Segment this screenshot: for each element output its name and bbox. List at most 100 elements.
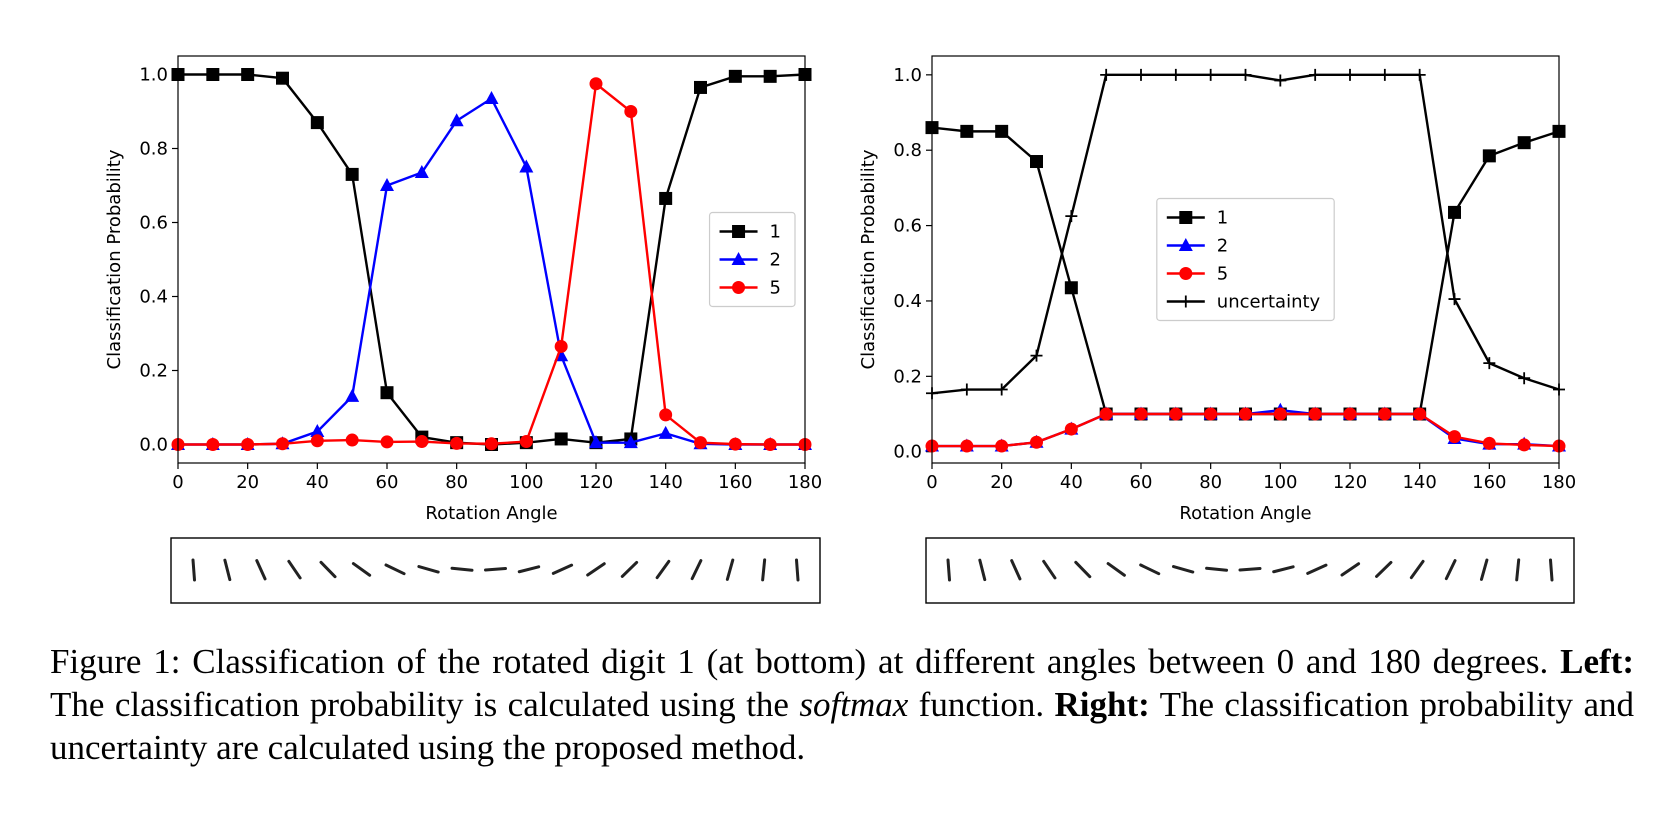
- x-tick-label: 40: [306, 472, 329, 493]
- digit-stroke: [1306, 563, 1328, 575]
- marker: [589, 435, 603, 449]
- legend: 1 2 5 uncertainty: [1156, 197, 1335, 322]
- digit-stroke: [1139, 563, 1161, 576]
- caption-label: Figure 1:: [50, 642, 181, 681]
- marker: [1169, 407, 1183, 421]
- y-tick-label: 0.0: [139, 435, 168, 456]
- caption-left-text: The classification probability is calcul…: [50, 685, 800, 724]
- marker: [659, 408, 673, 422]
- digit-stroke: [1444, 559, 1457, 581]
- digit-stroke: [1549, 558, 1554, 582]
- legend-item: 5: [1166, 264, 1228, 285]
- marker: [554, 432, 568, 446]
- x-tick-label: 60: [376, 472, 399, 493]
- marker: [519, 159, 534, 173]
- y-tick-label: 0.2: [893, 366, 922, 387]
- marker: [1378, 407, 1392, 421]
- legend: 1 2 5: [708, 211, 796, 308]
- digit-stroke: [484, 567, 507, 572]
- marker: [519, 435, 533, 449]
- caption-right-text: The classification probability and uncer…: [50, 685, 1635, 767]
- marker: [345, 433, 359, 447]
- y-tick-label: 0.8: [893, 140, 922, 161]
- marker: [1273, 407, 1287, 421]
- digit-stroke: [417, 565, 440, 574]
- marker: [554, 339, 568, 353]
- marker: [1378, 68, 1391, 81]
- marker: [414, 165, 429, 179]
- marker: [1100, 68, 1113, 81]
- marker: [1030, 155, 1043, 169]
- marker: [1099, 407, 1113, 421]
- y-tick-label: 0.6: [139, 213, 168, 234]
- marker: [276, 437, 289, 451]
- legend-label: 1: [1217, 208, 1228, 229]
- marker: [345, 388, 360, 402]
- marker: [485, 437, 498, 451]
- x-tick-label: 140: [1402, 472, 1436, 493]
- axes-frame: [177, 55, 806, 464]
- digit-stroke: [655, 559, 671, 580]
- marker: [1482, 149, 1496, 163]
- marker: [589, 77, 603, 91]
- marker: [1483, 357, 1496, 370]
- marker: [380, 435, 394, 449]
- caption-emph: softmax: [799, 685, 909, 724]
- digit-stroke: [586, 562, 606, 577]
- legend-label: 1: [770, 222, 781, 243]
- x-tick-label: 20: [990, 472, 1013, 493]
- x-tick-label: 180: [788, 472, 822, 493]
- x-tick-label: 100: [509, 472, 543, 493]
- marker: [995, 383, 1008, 396]
- marker: [732, 225, 746, 238]
- axes-frame: [931, 55, 1560, 464]
- x-tick-label: 80: [1199, 472, 1222, 493]
- x-tick-label: 0: [926, 472, 937, 493]
- legend-label: 2: [770, 250, 781, 271]
- x-tick-label: 160: [718, 472, 752, 493]
- marker: [449, 113, 464, 127]
- caption-left-label: Left:: [1560, 642, 1634, 681]
- y-tick-label: 0.6: [893, 216, 922, 237]
- marker: [624, 105, 638, 118]
- digit-stroke: [1375, 560, 1393, 578]
- digit-stroke: [620, 560, 639, 578]
- series: [925, 407, 1566, 453]
- marker: [1179, 295, 1192, 308]
- marker: [1179, 267, 1193, 280]
- marker: [1135, 68, 1147, 81]
- marker: [1448, 293, 1461, 306]
- y-tick-label: 0.8: [139, 139, 168, 160]
- digit-stroke: [255, 559, 267, 581]
- marker: [241, 68, 255, 81]
- digit-stroke: [1340, 562, 1361, 577]
- marker: [728, 69, 742, 83]
- legend-item: 5: [719, 278, 781, 299]
- marker: [658, 425, 673, 439]
- marker: [960, 383, 973, 396]
- x-tick-label: 0: [172, 472, 183, 493]
- digit-stroke: [1042, 559, 1057, 580]
- digit-stroke: [1272, 565, 1295, 574]
- digit-stroke: [1479, 558, 1489, 581]
- digit-stroke: [1409, 559, 1425, 580]
- x-tick-label: 120: [579, 472, 613, 493]
- marker: [310, 424, 325, 438]
- marker: [241, 438, 255, 451]
- marker: [1239, 68, 1252, 81]
- y-tick-label: 0.4: [139, 287, 168, 308]
- marker: [1309, 68, 1322, 81]
- digit-stroke: [1106, 562, 1126, 577]
- marker: [1030, 435, 1043, 449]
- legend-item: uncertainty: [1166, 292, 1321, 313]
- marker: [763, 69, 777, 83]
- marker: [276, 71, 289, 85]
- digit-stroke: [978, 558, 987, 582]
- marker: [310, 116, 324, 130]
- digit-stroke: [351, 562, 372, 577]
- y-tick-label: 0.0: [893, 442, 922, 463]
- legend-label: 5: [770, 278, 781, 299]
- marker: [1413, 68, 1426, 81]
- marker: [450, 436, 464, 450]
- marker: [1517, 438, 1531, 452]
